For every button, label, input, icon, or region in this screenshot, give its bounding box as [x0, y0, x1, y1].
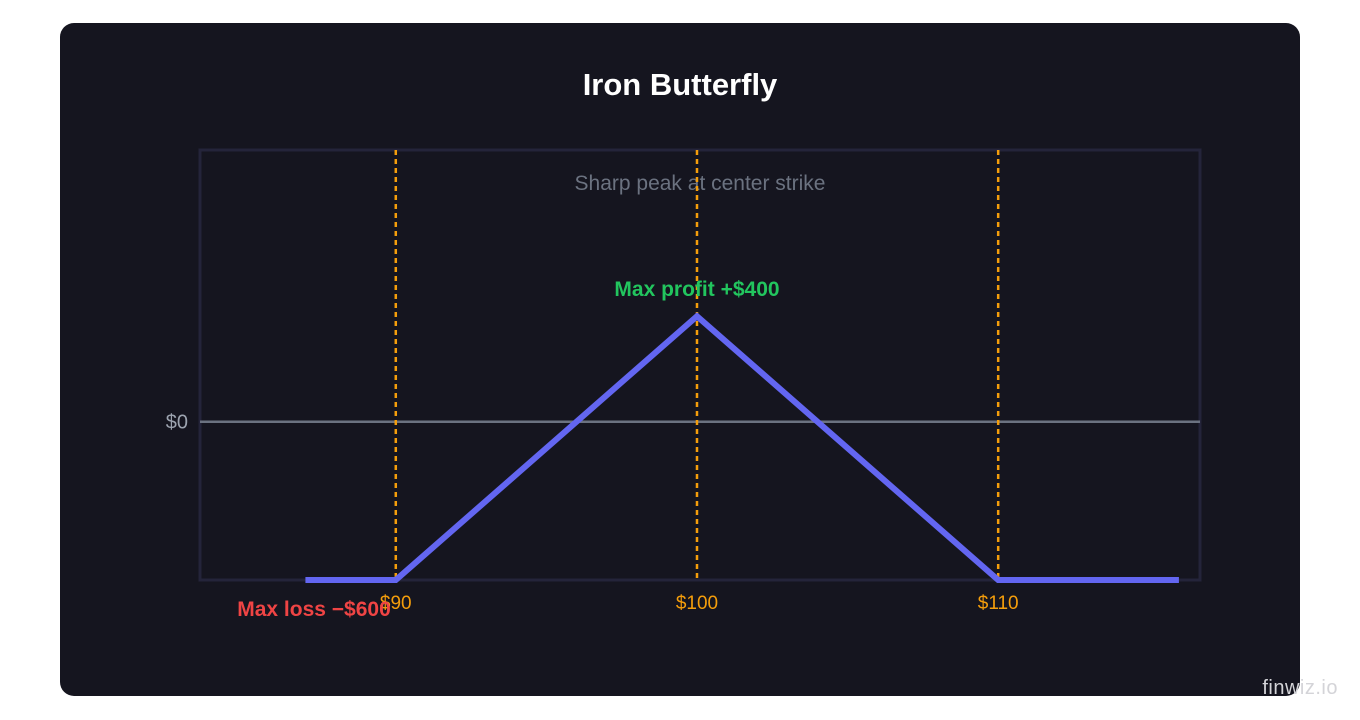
payoff-line — [305, 312, 1179, 583]
chart-card: Iron Butterfly Sharp peak at center stri… — [60, 23, 1300, 696]
x-tick-label: $90 — [380, 593, 412, 614]
chart-subtitle: Sharp peak at center strike — [575, 172, 826, 195]
x-tick-label: $110 — [978, 593, 1019, 614]
x-tick-label: $100 — [676, 593, 718, 614]
max-profit-label: Max profit +$400 — [614, 278, 779, 301]
watermark: finwiz.io — [1262, 677, 1338, 699]
max-loss-label: Max loss −$600 — [237, 598, 391, 621]
plot-frame — [198, 148, 1202, 582]
payoff-chart: Sharp peak at center strike $0 $90 $100 $110… — [166, 148, 1202, 621]
chart-title: Iron Butterfly — [582, 67, 778, 102]
y-tick-label: $0 — [166, 412, 188, 434]
